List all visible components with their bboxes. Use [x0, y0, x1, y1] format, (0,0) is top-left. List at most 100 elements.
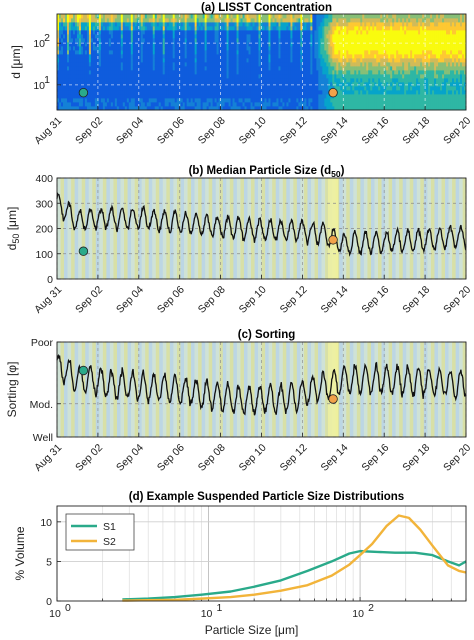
heatmap-cell	[94, 106, 98, 111]
heatmap-cell	[180, 86, 184, 91]
heatmap-cell	[346, 14, 349, 19]
heatmap-cell	[238, 30, 241, 35]
heatmap-cell	[138, 62, 142, 67]
heatmap-cell	[434, 74, 437, 79]
heatmap-cell	[418, 38, 421, 43]
heatmap-cell	[76, 58, 80, 63]
heatmap-cell	[328, 26, 331, 31]
heatmap-cell	[376, 94, 379, 99]
heatmap-cell	[370, 54, 373, 59]
heatmap-cell	[364, 106, 367, 111]
heatmap-cell	[98, 26, 102, 31]
heatmap-cell	[390, 74, 393, 79]
heatmap-cell	[460, 94, 463, 99]
heatmap-cell	[318, 74, 321, 79]
heatmap-cell	[200, 90, 204, 95]
heatmap-cell	[300, 62, 303, 67]
heatmap-cell	[454, 54, 457, 59]
heatmap-cell	[206, 90, 210, 95]
heatmap-cell	[84, 98, 88, 103]
heatmap-cell	[420, 70, 423, 75]
heatmap-cell	[246, 26, 249, 31]
heatmap-cell	[154, 98, 158, 103]
heatmap-cell	[464, 18, 467, 23]
heatmap-cell	[120, 90, 124, 95]
heatmap-cell	[404, 86, 407, 91]
heatmap-cell	[280, 50, 283, 55]
heatmap-cell	[374, 90, 377, 95]
heatmap-cell	[350, 50, 353, 55]
heatmap-cell	[82, 58, 86, 63]
heatmap-cell	[124, 62, 128, 67]
heatmap-cell	[140, 18, 144, 23]
heatmap-cell	[160, 98, 164, 103]
heatmap-cell	[140, 98, 144, 103]
heatmap-cell	[164, 22, 168, 27]
heatmap-cell	[152, 58, 156, 63]
heatmap-cell	[370, 22, 373, 27]
heatmap-cell	[338, 50, 341, 55]
heatmap-cell	[78, 94, 82, 99]
heatmap-cell	[454, 82, 457, 87]
heatmap-cell	[118, 106, 122, 111]
heatmap-cell	[238, 90, 241, 95]
heatmap-cell	[156, 106, 160, 111]
heatmap-cell	[276, 102, 279, 107]
heatmap-cell	[60, 90, 64, 95]
heatmap-cell	[234, 74, 237, 79]
heatmap-cell	[200, 82, 204, 87]
heatmap-cell	[374, 50, 377, 55]
heatmap-cell	[158, 74, 162, 79]
heatmap-cell	[70, 94, 74, 99]
heatmap-cell	[310, 34, 313, 39]
heatmap-cell	[414, 38, 417, 43]
heatmap-cell	[446, 14, 449, 19]
heatmap-cell	[152, 14, 156, 19]
heatmap-cell	[202, 78, 206, 83]
heatmap-cell	[70, 38, 74, 43]
heatmap-cell	[404, 38, 407, 43]
heatmap-cell	[304, 74, 307, 79]
heatmap-cell	[330, 30, 333, 35]
heatmap-cell	[134, 102, 138, 107]
heatmap-cell	[120, 94, 124, 99]
heatmap-cell	[298, 82, 301, 87]
heatmap-cell	[452, 66, 455, 71]
heatmap-cell	[254, 14, 257, 19]
heatmap-cell	[112, 46, 116, 51]
heatmap-cell	[240, 58, 243, 63]
heatmap-cell	[126, 78, 130, 83]
heatmap-cell	[130, 38, 134, 43]
heatmap-cell	[350, 70, 353, 75]
heatmap-cell	[124, 106, 128, 111]
heatmap-cell	[228, 46, 231, 51]
heatmap-cell	[98, 42, 102, 47]
heatmap-cell	[396, 18, 399, 23]
heatmap-cell	[404, 70, 407, 75]
heatmap-cell	[330, 106, 333, 111]
heatmap-cell	[116, 78, 120, 83]
heatmap-cell	[232, 54, 235, 59]
heatmap-cell	[360, 42, 363, 47]
heatmap-cell	[170, 94, 174, 99]
heatmap-cell	[226, 70, 229, 75]
heatmap-cell	[114, 90, 118, 95]
heatmap-cell	[146, 34, 150, 39]
heatmap-cell	[276, 30, 279, 35]
heatmap-cell	[172, 102, 176, 107]
heatmap-cell	[240, 98, 243, 103]
heatmap-cell	[104, 46, 108, 51]
heatmap-cell	[300, 14, 303, 19]
heatmap-cell	[376, 66, 379, 71]
heatmap-cell	[384, 26, 387, 31]
heatmap-cell	[136, 22, 140, 27]
heatmap-cell	[456, 78, 459, 83]
heatmap-cell	[196, 82, 200, 87]
heatmap-cell	[372, 46, 375, 51]
heatmap-cell	[292, 82, 295, 87]
heatmap-cell	[190, 66, 194, 71]
heatmap-cell	[142, 90, 146, 95]
heatmap-cell	[232, 22, 235, 27]
heatmap-cell	[230, 102, 233, 107]
heatmap-cell	[148, 86, 152, 91]
